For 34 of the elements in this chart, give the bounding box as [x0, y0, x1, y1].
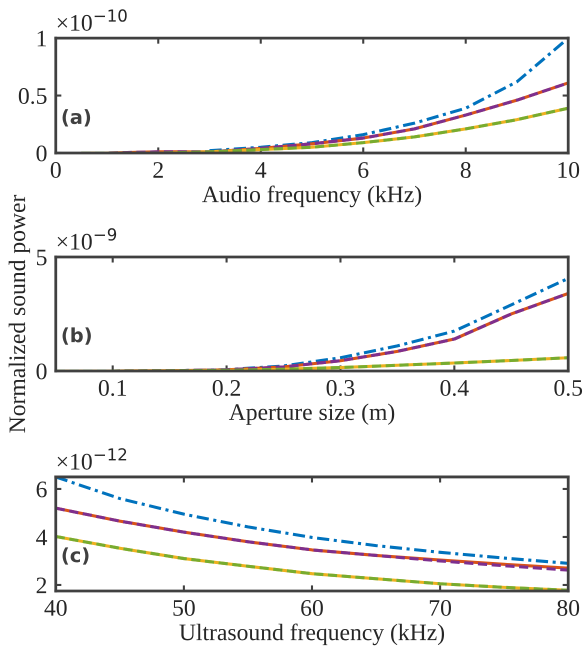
- x-tick-label: 0.2: [212, 380, 240, 396]
- text: ×10$^{−12}$: [58, 448, 126, 470]
- x-tick-label: 70: [430, 600, 452, 616]
- x-axis-title: Aperture size (m): [228, 404, 394, 425]
- text: ×10$^{−10}$: [58, 9, 127, 31]
- y-tick-label: 6: [36, 482, 47, 498]
- x-tick-label: 6: [358, 162, 368, 178]
- y-tick-label: 2: [36, 578, 46, 594]
- annotation: (c): [62, 547, 89, 565]
- y-tick-label: 5: [37, 250, 47, 266]
- annotation: (b): [62, 327, 91, 345]
- x-tick-label: 0.5: [554, 380, 582, 396]
- y-tick-label: 0: [36, 363, 47, 380]
- text: ×10$^{−9}$: [58, 228, 116, 250]
- x-axis-title: Ultrasound frequency (kHz): [179, 623, 444, 646]
- x-tick-label: 2: [153, 162, 163, 178]
- annotation: (a): [62, 109, 90, 126]
- x-tick-label: 40: [44, 600, 67, 616]
- y-tick-label: 0: [36, 145, 47, 162]
- x-tick-label: 50: [173, 600, 195, 616]
- x-tick-label: 60: [301, 600, 323, 616]
- x-tick-label: 8: [460, 162, 471, 178]
- x-tick-label: 0.3: [326, 380, 354, 396]
- x-tick-label: 0.4: [440, 380, 469, 396]
- y-axis-title: Normalized sound power: [8, 194, 30, 433]
- x-tick-label: 0: [50, 162, 61, 178]
- x-tick-label: 4: [255, 162, 266, 178]
- x-axis-title: Audio frequency (kHz): [202, 186, 422, 208]
- y-tick-label: 0.5: [18, 88, 47, 104]
- x-tick-label: 0.1: [98, 380, 126, 396]
- x-tick-label: 10: [558, 162, 580, 178]
- y-tick-label: 4: [36, 530, 48, 546]
- x-tick-label: 80: [557, 600, 580, 616]
- y-tick-label: 1: [38, 30, 46, 46]
